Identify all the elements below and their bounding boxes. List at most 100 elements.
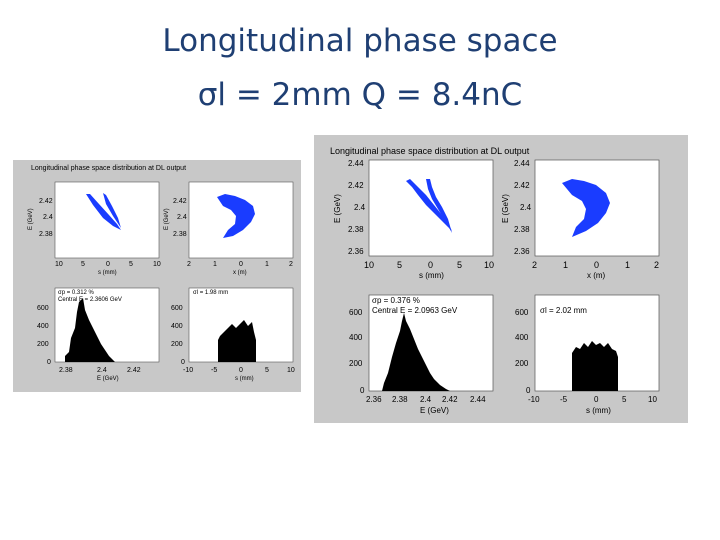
xtick: 2.4 [97,367,107,374]
slide-title-line-1: Longitudinal phase space [162,23,558,59]
scatter-main-branch [86,194,121,230]
scatter-main-branch [406,179,452,231]
xtick: 2.42 [442,395,458,404]
xtick: 0 [239,367,243,374]
xtick: 0 [106,261,110,268]
ytick-2-44: 2.44 [514,159,530,168]
xlabel: E (GeV) [420,406,449,415]
ylabel: E (GeV) [333,194,342,223]
xtick: 5 [457,260,462,270]
figure-left: Longitudinal phase space distribution at… [13,160,301,392]
xtick: 10 [648,395,657,404]
ytick-2-36: 2.36 [514,247,530,256]
ytick-400: 400 [349,333,363,342]
ytick-2-42: 2.42 [39,198,53,205]
ytick-2-38: 2.38 [173,231,187,238]
ytick-200: 200 [171,341,183,348]
ytick-600: 600 [171,305,183,312]
histogram-bars [382,313,450,391]
ytick-2-38: 2.38 [348,225,364,234]
annotation-sigma-p: σp = 0.312 % [58,290,95,296]
xtick: -5 [560,395,568,404]
xtick: 10 [55,261,63,268]
ytick-2-42: 2.42 [514,181,530,190]
scatter-secondary-branch [103,193,121,228]
xtick: 2 [187,261,191,268]
xtick: 5 [265,367,269,374]
ytick-2-36: 2.36 [348,247,364,256]
xtick: 5 [397,260,402,270]
histogram-bars [218,320,256,362]
xlabel: x (m) [233,270,247,276]
annotation-sigma-l: σl = 2.02 mm [540,306,587,315]
xtick: 2.4 [420,395,432,404]
xtick: 2 [289,261,293,268]
ytick-400: 400 [515,333,529,342]
figure-suptitle: Longitudinal phase space distribution at… [31,165,186,172]
xlabel: s (mm) [98,270,117,276]
xtick: -5 [211,367,217,374]
histogram-bars [572,341,618,391]
xtick: 5 [622,395,627,404]
xtick: 0 [428,260,433,270]
ytick-2-38: 2.38 [514,225,530,234]
ytick-0: 0 [360,386,365,395]
xtick: 5 [129,261,133,268]
xtick: 1 [563,260,568,270]
xtick: -10 [528,395,540,404]
xtick: 5 [81,261,85,268]
annotation-central-e: Central E = 2.0963 GeV [372,306,458,315]
xlabel: s (mm) [235,376,254,382]
ytick-2-4: 2.4 [520,203,532,212]
ytick-2-4: 2.4 [43,214,53,221]
figure-left-canvas: Longitudinal phase space distribution at… [13,160,301,392]
xlabel: E (GeV) [97,376,119,382]
ytick-200: 200 [515,359,529,368]
xtick: 1 [265,261,269,268]
ytick-600: 600 [37,305,49,312]
ytick-400: 400 [171,323,183,330]
xlabel: s (mm) [419,271,444,280]
xtick: 2.36 [366,395,382,404]
xtick: 10 [153,261,161,268]
ytick-200: 200 [37,341,49,348]
xtick: 2.44 [470,395,486,404]
ytick-600: 600 [515,308,529,317]
scatter-crescent [562,179,610,237]
xtick: 0 [594,395,599,404]
xtick: 1 [213,261,217,268]
xtick: 2.38 [59,367,73,374]
ytick-600: 600 [349,308,363,317]
histogram-bars [65,298,115,362]
ytick-0: 0 [181,359,185,366]
ytick-0: 0 [47,359,51,366]
ytick-2-4: 2.4 [177,214,187,221]
xlabel: s (mm) [586,406,611,415]
xtick: 2.38 [392,395,408,404]
xtick: 2.42 [127,367,141,374]
scatter-crescent [217,194,255,238]
xtick: 0 [239,261,243,268]
xtick: -10 [183,367,193,374]
ylabel: E (GeV) [164,208,170,230]
ytick-400: 400 [37,323,49,330]
figure-right: Longitudinal phase space distribution at… [314,135,688,423]
xtick: 10 [364,260,374,270]
annotation-central-e: Central E = 2.3606 GeV [58,297,122,303]
annotation-sigma-p: σp = 0.376 % [372,296,420,305]
ytick-2-4: 2.4 [354,203,366,212]
xtick: 2 [532,260,537,270]
ylabel: E (GeV) [28,208,34,230]
ytick-2-42: 2.42 [173,198,187,205]
annotation-sigma-l: σl = 1.98 mm [193,290,228,296]
scatter-secondary-branch [426,179,452,233]
ytick-2-42: 2.42 [348,181,364,190]
xtick: 10 [287,367,295,374]
ylabel: E (GeV) [501,194,510,223]
ytick-2-44: 2.44 [348,159,364,168]
ytick-0: 0 [526,386,531,395]
ytick-2-38: 2.38 [39,231,53,238]
xtick: 0 [594,260,599,270]
xtick: 2 [654,260,659,270]
xlabel: x (m) [587,271,606,280]
